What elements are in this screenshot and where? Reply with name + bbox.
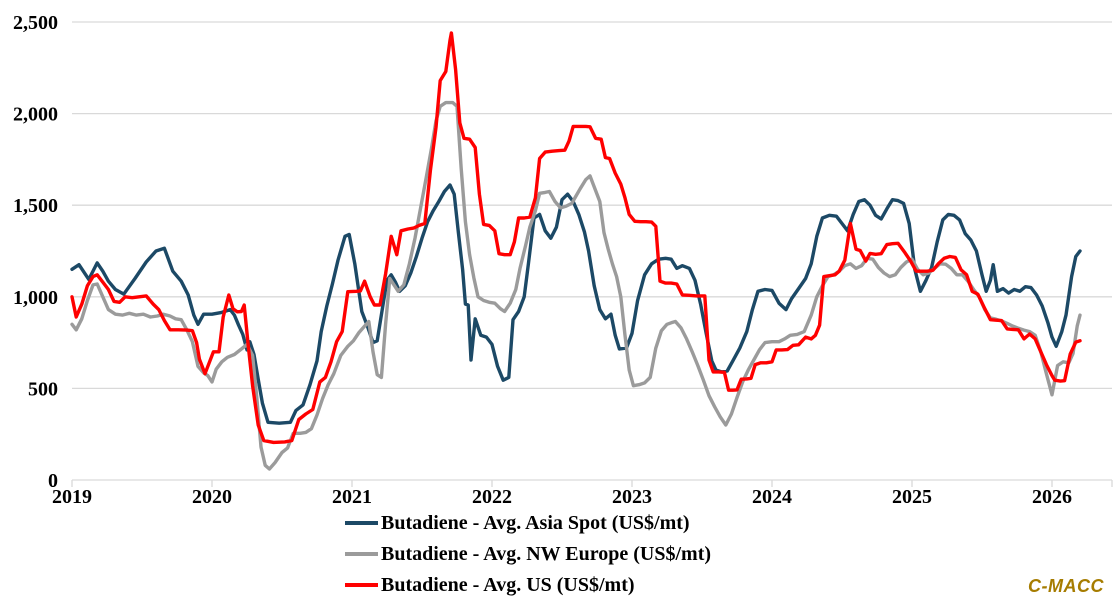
y-axis-label: 0 — [48, 470, 58, 492]
legend-line-swatch — [345, 583, 378, 587]
x-axis-label: 2019 — [52, 486, 92, 508]
chart-legend: Butadiene - Avg. Asia Spot (US$/mt) Butad… — [345, 510, 711, 598]
y-axis-label: 1,500 — [13, 195, 58, 217]
legend-label: Butadiene - Avg. Asia Spot (US$/mt) — [381, 511, 690, 534]
series-line-0 — [70, 183, 1082, 425]
y-axis-label: 500 — [28, 378, 58, 400]
legend-item-1: Butadiene - Avg. NW Europe (US$/mt) — [345, 541, 711, 567]
series-line-2 — [70, 31, 1082, 445]
series-line-1 — [70, 100, 1082, 471]
x-axis-label: 2026 — [1032, 486, 1072, 508]
legend-line-swatch — [345, 521, 378, 525]
x-axis-label: 2020 — [192, 486, 232, 508]
y-axis-label: 2,500 — [13, 12, 58, 34]
x-axis-label: 2023 — [612, 486, 652, 508]
legend-label: Butadiene - Avg. NW Europe (US$/mt) — [381, 542, 712, 565]
x-axis-label: 2024 — [752, 486, 792, 508]
x-axis-label: 2021 — [332, 486, 372, 508]
y-axis-label: 1,000 — [13, 287, 58, 309]
cmacc-watermark: C-MACC — [1028, 576, 1104, 596]
legend-line-swatch — [345, 552, 378, 556]
y-axis-label: 2,000 — [13, 104, 58, 126]
x-axis-label: 2022 — [472, 486, 512, 508]
legend-item-2: Butadiene - Avg. US (US$/mt) — [345, 572, 711, 598]
legend-item-0: Butadiene - Avg. Asia Spot (US$/mt) — [345, 510, 711, 536]
x-axis-label: 2025 — [892, 486, 932, 508]
legend-label: Butadiene - Avg. US (US$/mt) — [381, 573, 635, 596]
